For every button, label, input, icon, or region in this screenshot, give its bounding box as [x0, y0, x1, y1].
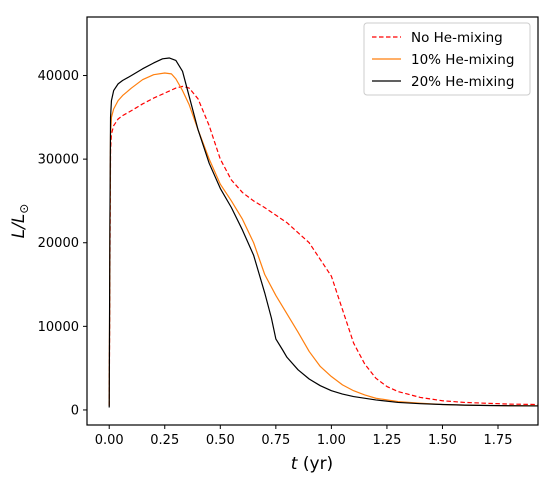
x-tick-label: 1.75	[484, 433, 513, 448]
y-axis-label-sub: ⊙	[17, 204, 31, 214]
x-tick-label: 0.25	[150, 433, 179, 448]
x-tick-label: 1.00	[317, 433, 346, 448]
x-tick-label: 0.75	[261, 433, 290, 448]
series-line-2	[108, 57, 538, 408]
x-tick-label: 1.50	[428, 433, 457, 448]
legend: No He-mixing 10% He-mixing 20% He-mixing	[363, 22, 531, 96]
legend-label-0: No He-mixing	[411, 30, 503, 46]
x-tick-label: 1.25	[372, 433, 401, 448]
y-tick-label: 30000	[38, 153, 79, 168]
plot-frame	[86, 16, 539, 426]
y-tick-label: 10000	[38, 320, 79, 335]
x-axis-label: t (yr)	[291, 454, 333, 474]
legend-label-1: 10% He-mixing	[411, 52, 514, 68]
x-tick-label: 0.50	[206, 433, 235, 448]
legend-label-2: 20% He-mixing	[411, 74, 514, 90]
y-tick-label: 0	[71, 403, 79, 418]
ticks-layer: 0.00 0.25 0.50 0.75 1.00 1.25 1.50 1.75 0 10000 20…	[38, 69, 513, 448]
series-line-0	[108, 85, 538, 406]
series-layer	[108, 57, 538, 408]
y-tick-label: 40000	[38, 69, 79, 84]
x-tick-label: 0.00	[95, 433, 124, 448]
series-line-1	[108, 72, 538, 407]
y-axis-label: L/L⊙	[9, 204, 31, 239]
x-axis-label-unit: (yr)	[297, 454, 333, 474]
y-tick-label: 20000	[38, 236, 79, 251]
legend-box	[363, 22, 531, 96]
y-axis-label-main: L/L	[9, 214, 29, 239]
x-axis-label-main: t	[291, 454, 299, 474]
